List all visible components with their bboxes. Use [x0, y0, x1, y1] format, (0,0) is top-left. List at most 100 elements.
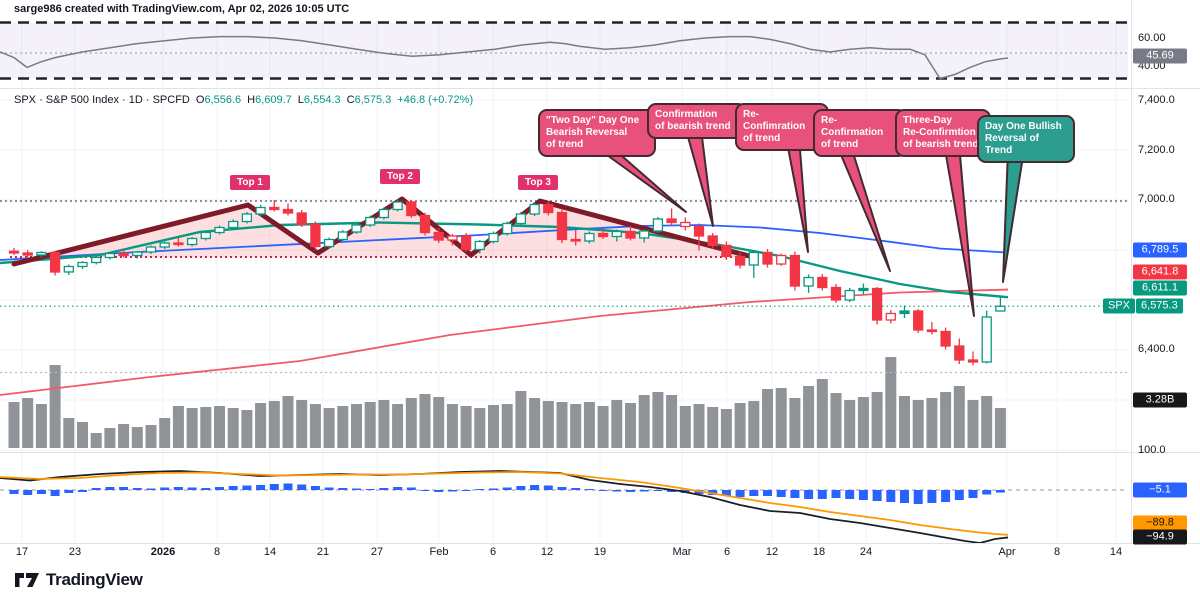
candle-body[interactable] [529, 203, 540, 215]
candle-body[interactable] [296, 212, 307, 226]
volume-bar[interactable] [104, 428, 116, 448]
candle-body[interactable] [49, 251, 61, 273]
candle-body[interactable] [570, 238, 581, 242]
candle-body[interactable] [652, 218, 664, 232]
volume-bar[interactable] [227, 408, 239, 448]
macd-histogram-bar[interactable] [845, 490, 855, 499]
macd-histogram-bar[interactable] [900, 490, 909, 503]
macd-histogram-bar[interactable] [872, 490, 882, 501]
volume-bar[interactable] [214, 406, 225, 448]
candle-body[interactable] [22, 252, 33, 256]
macd-histogram-bar[interactable] [735, 490, 745, 497]
macd-histogram-bar[interactable] [790, 490, 800, 498]
candle-body[interactable] [817, 276, 828, 289]
time-axis-label[interactable]: 17 [15, 546, 29, 558]
macd-histogram-bar[interactable] [393, 487, 403, 490]
candle-body[interactable] [625, 230, 636, 239]
volume-bar[interactable] [679, 406, 691, 448]
candle-body[interactable] [789, 254, 801, 287]
macd-histogram-bar[interactable] [297, 484, 307, 491]
candle-body[interactable] [734, 255, 746, 266]
volume-bar[interactable] [351, 404, 362, 448]
volume-bar[interactable] [570, 404, 582, 448]
macd-histogram-bar[interactable] [365, 489, 375, 490]
volume-bar[interactable] [720, 409, 732, 448]
volume-bar[interactable] [90, 433, 102, 448]
candle-body[interactable] [502, 222, 513, 235]
volume-bar[interactable] [529, 398, 541, 448]
candle-body[interactable] [63, 265, 74, 273]
volume-bar[interactable] [378, 400, 390, 448]
macd-histogram-bar[interactable] [927, 490, 937, 503]
volume-bar[interactable] [844, 400, 856, 448]
macd-histogram-bar[interactable] [132, 488, 142, 490]
candle-body[interactable] [460, 235, 472, 251]
volume-bar[interactable] [556, 402, 568, 448]
candle-body[interactable] [721, 244, 732, 258]
candle-body[interactable] [433, 231, 444, 241]
candle-body[interactable] [954, 345, 965, 361]
price-scale-label[interactable]: 7,400.0 [1138, 94, 1175, 106]
macd-histogram-bar[interactable] [352, 488, 361, 491]
volume-bar[interactable] [35, 404, 47, 448]
candle-body[interactable] [680, 221, 691, 228]
candle-body[interactable] [858, 287, 869, 292]
candle-body[interactable] [707, 235, 718, 247]
macd-histogram-bar[interactable] [420, 490, 430, 491]
candle-body[interactable] [132, 251, 143, 257]
volume-bar[interactable] [131, 427, 143, 448]
macd-histogram-bar[interactable] [36, 490, 46, 494]
candle-body[interactable] [611, 230, 622, 238]
macd-histogram-bar[interactable] [626, 490, 635, 492]
volume-bar[interactable] [542, 401, 554, 448]
candle-body[interactable] [926, 329, 938, 333]
macd-histogram-bar[interactable] [831, 490, 841, 498]
macd-histogram-bar[interactable] [653, 490, 663, 491]
macd-histogram-bar[interactable] [201, 488, 211, 490]
macd-histogram-bar[interactable] [447, 490, 457, 492]
candle-body[interactable] [378, 208, 390, 219]
macd-histogram-bar[interactable] [23, 490, 33, 495]
macd-histogram-bar[interactable] [434, 490, 444, 492]
annotation-callout[interactable]: Confirmation of bearish trend [647, 103, 747, 139]
candle-body[interactable] [365, 216, 376, 226]
candle-body[interactable] [310, 223, 321, 248]
candle-body[interactable] [8, 250, 20, 254]
candle-body[interactable] [173, 242, 184, 246]
time-axis-label[interactable]: 2026 [150, 546, 176, 558]
macd-histogram-bar[interactable] [242, 485, 252, 491]
macd-histogram-bar[interactable] [475, 489, 485, 490]
candle-body[interactable] [748, 251, 759, 266]
volume-bar[interactable] [337, 406, 349, 448]
macd-histogram-bar[interactable] [489, 488, 498, 491]
annotation-callout[interactable]: Re-Confirmation of trend [813, 109, 907, 157]
time-axis-label[interactable]: 24 [859, 546, 873, 558]
candle-body[interactable] [584, 232, 595, 242]
macd-histogram-bar[interactable] [269, 484, 279, 490]
volume-bar[interactable] [460, 406, 472, 448]
macd-histogram-bar[interactable] [858, 490, 868, 500]
volume-bar[interactable] [200, 407, 212, 448]
candle-body[interactable] [844, 289, 855, 301]
volume-bar[interactable] [625, 403, 636, 448]
macd-histogram-bar[interactable] [557, 487, 567, 490]
macd-histogram-bar[interactable] [708, 490, 718, 495]
macd-histogram-bar[interactable] [968, 490, 978, 498]
volume-bar[interactable] [762, 389, 773, 448]
price-scale-label[interactable]: 100.0 [1138, 444, 1166, 456]
volume-bar[interactable] [22, 398, 34, 448]
macd-histogram-bar[interactable] [584, 489, 594, 490]
volume-bar[interactable] [282, 396, 294, 448]
symbol-info-bar[interactable]: SPX · S&P 500 Index · 1D · SPCFD O6,556.6… [14, 94, 473, 106]
time-axis-label[interactable]: 6 [723, 546, 731, 558]
candle-body[interactable] [186, 237, 198, 246]
volume-bar[interactable] [268, 401, 280, 448]
volume-bar[interactable] [419, 394, 431, 448]
macd-line[interactable] [0, 470, 1009, 544]
volume-bar[interactable] [775, 388, 787, 448]
candle-body[interactable] [871, 287, 883, 321]
volume-bar[interactable] [816, 379, 828, 448]
volume-bar[interactable] [652, 392, 664, 448]
candle-body[interactable] [967, 359, 979, 363]
candle-body[interactable] [337, 231, 348, 241]
